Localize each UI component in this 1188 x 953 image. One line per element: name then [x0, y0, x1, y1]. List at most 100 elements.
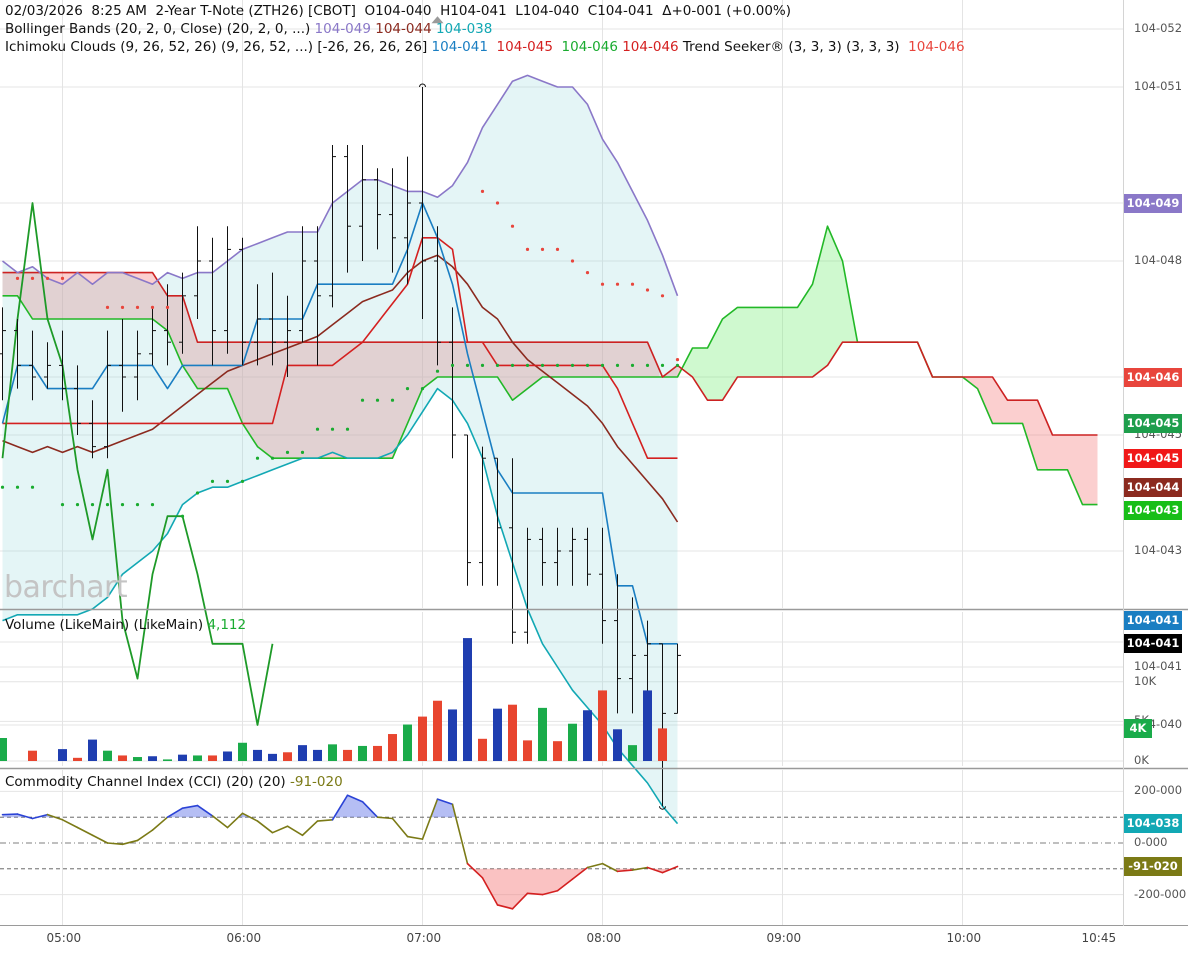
- trend-dot-red-14: [555, 247, 560, 251]
- cci-segment-35: [511, 892, 529, 910]
- header-change: Δ+0-001 (+0.00%): [662, 3, 792, 19]
- trend-label: Trend Seeker® (3, 3, 3) (3, 3, 3): [682, 39, 900, 55]
- trend-dot-green-29: [465, 363, 470, 367]
- price-bar-21: [314, 226, 321, 366]
- cci-oversold-fill-37: [542, 868, 558, 895]
- header-time: 8:25 AM: [91, 3, 147, 19]
- trend-dot-red-3: [60, 276, 65, 280]
- trend-seeker-dots: [0, 189, 680, 518]
- trend-dot-green-32: [510, 363, 515, 367]
- cci-overbought-fill-13: [182, 805, 198, 818]
- cci-segment-21: [301, 820, 319, 837]
- cci-segment-2: [16, 813, 34, 820]
- volume-bar-11: [193, 755, 202, 761]
- volume-bar-2: [58, 749, 67, 761]
- trend-dot-red-2: [45, 276, 50, 280]
- volume-bar-1: [28, 750, 37, 761]
- cci-overbought-fill-16: [227, 813, 243, 818]
- cci-oversold-fill-32: [467, 868, 483, 878]
- trend-dot-green-40: [630, 363, 635, 367]
- cci-segment-37: [541, 889, 559, 896]
- header-open: O104-040: [364, 3, 432, 19]
- trend-dot-green-38: [600, 363, 605, 367]
- volume-bar-18: [298, 745, 307, 761]
- trend-dot-red-22: [675, 358, 680, 362]
- price-bar-12: [179, 272, 186, 354]
- cci-segment-17: [241, 812, 259, 822]
- cci-segment-20: [286, 825, 304, 837]
- indicator-lines: [1, 74, 1098, 825]
- trend-dot-green-5: [90, 503, 95, 507]
- trend-dot-red-4: [105, 305, 110, 309]
- price-tick-8: 104-052: [1134, 21, 1183, 35]
- cci-segment-8: [106, 842, 124, 846]
- header-line: 02/03/2026 8:25 AM 2-Year T-Note (ZTH26)…: [5, 2, 791, 20]
- cci-segment-1: [1, 813, 19, 816]
- price-bar-0: [0, 307, 6, 401]
- cci-overbought-fill-25: [362, 801, 378, 818]
- cci-plot: [1, 794, 679, 910]
- volume-bar-23: [373, 745, 382, 761]
- header-symbol[interactable]: 2-Year T-Note (ZTH26) [CBOT]: [155, 3, 356, 19]
- trend-dot-red-18: [615, 282, 620, 286]
- cci-segment-44: [646, 866, 664, 874]
- trend-dot-green-23: [375, 398, 380, 402]
- price-bar-8: [119, 319, 126, 412]
- cci-overbought-fill-2: [17, 814, 33, 818]
- time-tick-3: 08:00: [586, 931, 622, 945]
- panel-frame: [0, 0, 1188, 926]
- volume-legend[interactable]: Volume (LikeMain) (LikeMain) 4,112: [5, 616, 246, 634]
- price-bar-17: [254, 284, 261, 366]
- price-bar-45: [674, 643, 681, 714]
- trend-dot-green-37: [585, 363, 590, 367]
- price-bar-7: [104, 330, 111, 459]
- volume-bar-27: [433, 700, 442, 761]
- cci-value: -91-020: [289, 774, 343, 790]
- cci-oversold-fill-39: [572, 868, 588, 880]
- cci-segment-15: [211, 815, 229, 829]
- cci-segment-28: [406, 835, 424, 840]
- trend-dot-green-7: [120, 503, 125, 507]
- volume-bar-22: [358, 745, 367, 761]
- bollinger-label: Bollinger Bands (20, 2, 0, Close) (20, 2…: [5, 21, 311, 37]
- price-bar-31: [464, 434, 471, 586]
- low-marker: [659, 806, 666, 810]
- trend-dot-red-10: [495, 201, 500, 205]
- cci-segment-29: [421, 798, 439, 840]
- volume-bar-8: [148, 756, 157, 761]
- cci-segment-18: [256, 820, 274, 834]
- price-bar-33: [494, 457, 501, 586]
- cci-segment-33: [481, 877, 499, 906]
- price-tag-0: 104-049: [1124, 193, 1182, 213]
- chikou-span-line: [1, 202, 274, 726]
- volume-bar-7: [133, 757, 142, 761]
- time-tick-2: 07:00: [406, 931, 442, 945]
- volume-bar-39: [613, 729, 622, 761]
- cci-segment-5: [61, 818, 79, 829]
- price-bar-37: [554, 527, 561, 586]
- cci-legend[interactable]: Commodity Channel Index (CCI) (20) (20) …: [5, 773, 343, 791]
- trend-dot-red-16: [585, 271, 590, 275]
- trend-dot-red-17: [600, 282, 605, 286]
- volume-bar-33: [523, 740, 532, 761]
- cci-segment-40: [586, 862, 604, 869]
- price-tag-1: 104-046: [1124, 367, 1182, 387]
- bollinger-fill: [2, 75, 678, 824]
- cci-overbought-fill-3: [32, 814, 48, 818]
- price-bar-18: [269, 272, 276, 366]
- trend-dot-green-1: [15, 485, 20, 489]
- senkou-span-b-line: [2, 271, 1098, 436]
- volume-bar-36: [568, 723, 577, 761]
- price-bar-24: [359, 145, 366, 261]
- bollinger-legend[interactable]: Bollinger Bands (20, 2, 0, Close) (20, 2…: [5, 20, 492, 38]
- bollinger-lower-line: [2, 387, 679, 825]
- trend-dot-green-26: [420, 387, 425, 391]
- trend-dot-green-34: [540, 363, 545, 367]
- volume-bar-38: [598, 690, 607, 761]
- price-bar-1: [14, 319, 21, 389]
- ichimoku-legend[interactable]: Ichimoku Clouds (9, 26, 52, 26) (9, 26, …: [5, 38, 965, 56]
- price-tick-2: 104-043: [1134, 543, 1183, 557]
- price-bar-3: [44, 342, 51, 389]
- trend-value: 104-046: [908, 39, 965, 55]
